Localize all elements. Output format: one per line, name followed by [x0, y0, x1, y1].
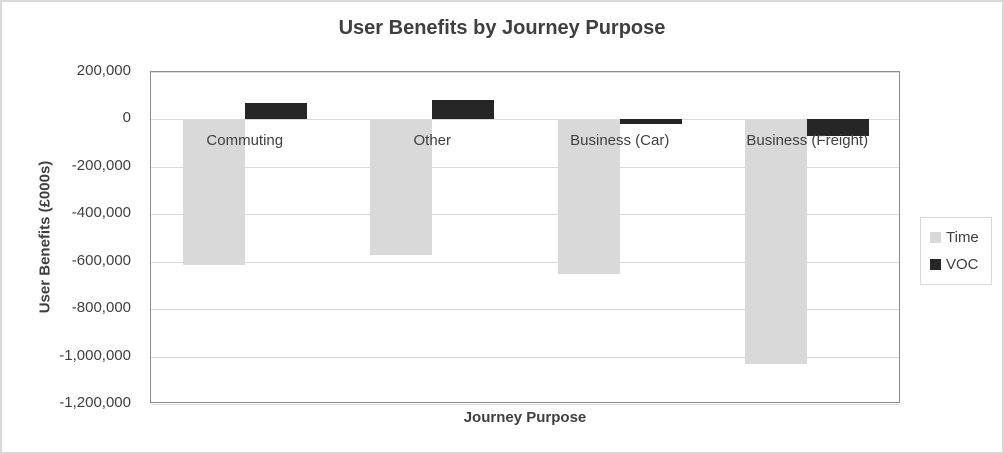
gridline-0 — [151, 118, 899, 120]
gridline--1,000,000 — [151, 356, 899, 358]
x-category-label: Other — [413, 132, 452, 150]
x-category-label: Commuting — [206, 132, 284, 150]
legend-item-voc: VOC — [930, 256, 991, 273]
x-category-label: Business (Car) — [570, 132, 670, 150]
y-tick-label: -1,200,000 — [59, 394, 131, 411]
bar-time-business-freight — [745, 119, 808, 364]
y-tick-label: -800,000 — [71, 299, 131, 317]
y-tick-label: 200,000 — [76, 62, 131, 79]
bar-time-other — [370, 119, 433, 255]
gridline--200,000 — [151, 166, 899, 168]
bar-voc-business-car — [619, 119, 682, 125]
y-tick-label: -600,000 — [71, 251, 131, 269]
legend-swatch-icon — [930, 231, 941, 243]
legend: Time VOC — [920, 217, 992, 285]
y-tick-label: 0 — [122, 109, 131, 127]
legend-item-time: Time — [930, 229, 991, 246]
bar-voc-commuting — [244, 102, 307, 120]
gridline--400,000 — [151, 213, 899, 215]
gridline-200,000 — [151, 71, 899, 73]
y-tick-label: -1,000,000 — [59, 346, 131, 364]
bar-voc-other — [432, 100, 495, 120]
legend-label: VOC — [946, 256, 979, 274]
x-axis-title: Journey Purpose — [463, 409, 587, 426]
bar-time-commuting — [182, 119, 245, 266]
y-tick-label: -400,000 — [71, 204, 131, 222]
bar-time-business-car — [557, 119, 620, 274]
legend-label: Time — [946, 228, 979, 246]
gridline--600,000 — [151, 261, 899, 263]
bar-voc-business-freight — [807, 119, 870, 137]
legend-swatch-icon — [930, 259, 941, 271]
y-axis-tick-labels: 200,000 0 -200,000 -400,000 -600,000 -800,000… — [0, 62, 131, 411]
y-tick-label: -200,000 — [71, 156, 131, 174]
chart-title: User Benefits by Journey Purpose — [338, 17, 666, 39]
gridline--1,200,000 — [151, 403, 899, 405]
plot-area: Commuting Other Business (Car) Business (Fr… — [150, 71, 900, 405]
x-category-label: Business (Freight) — [746, 132, 869, 150]
gridline--800,000 — [151, 308, 899, 310]
